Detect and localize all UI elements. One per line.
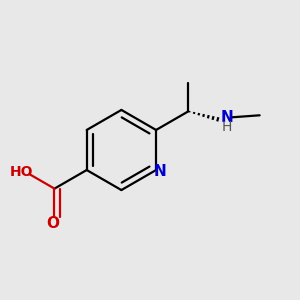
Text: H: H <box>222 120 232 134</box>
Text: N: N <box>153 164 166 179</box>
Text: O: O <box>46 216 60 231</box>
Text: N: N <box>220 110 233 125</box>
Text: HO: HO <box>9 165 33 179</box>
